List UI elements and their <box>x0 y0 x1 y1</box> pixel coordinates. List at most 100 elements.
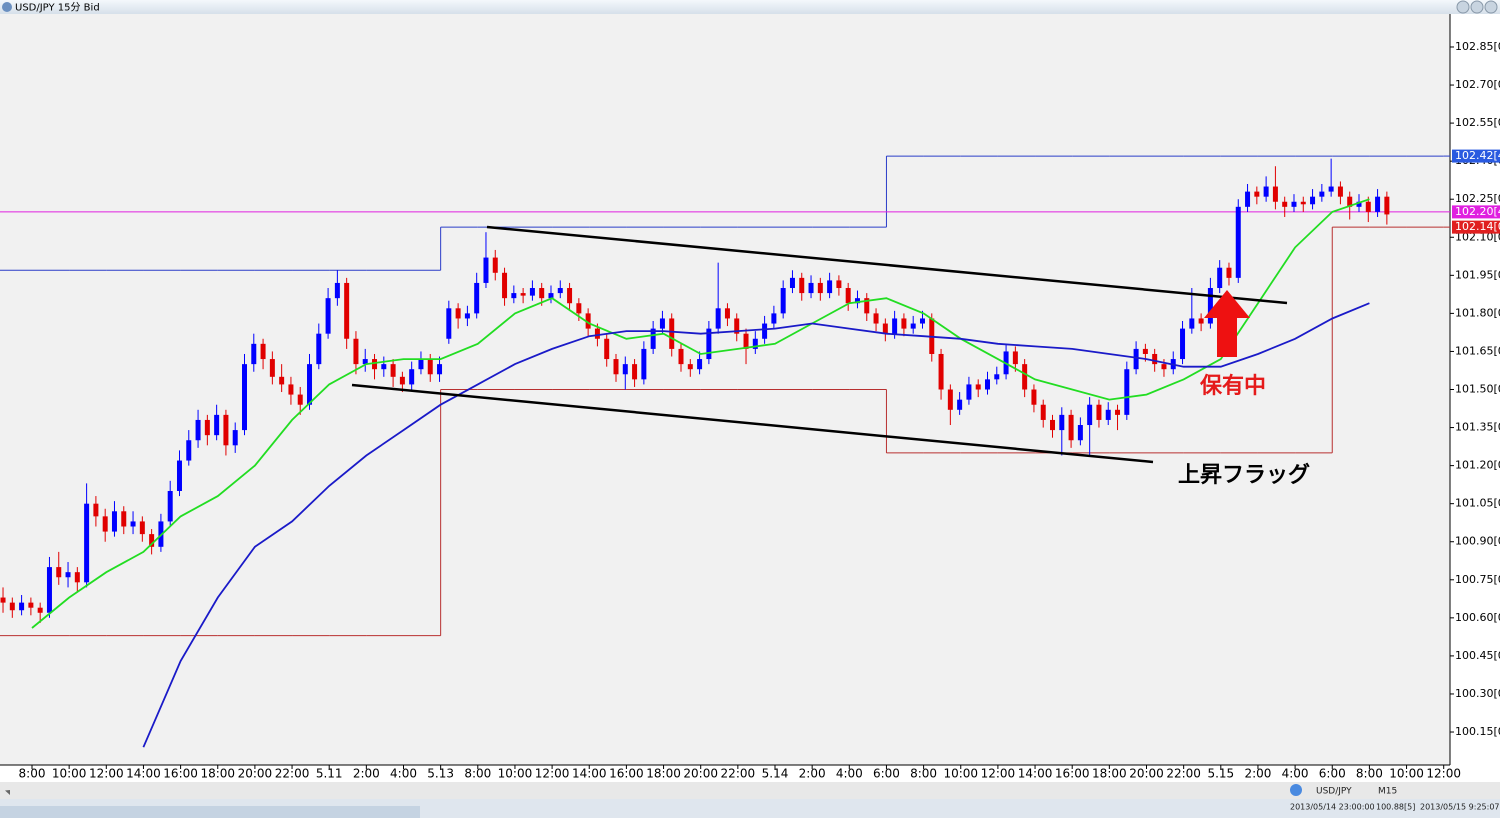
candle-body <box>19 602 25 611</box>
x-tick-label: 2:00 <box>353 767 380 781</box>
candle-body <box>130 521 136 527</box>
x-tick-label: 5.15 <box>1207 767 1234 781</box>
candle-body <box>1115 409 1121 415</box>
candle-body <box>1300 201 1306 205</box>
candle-body <box>1365 201 1371 212</box>
candle-body <box>789 277 795 289</box>
candle-body <box>186 440 192 461</box>
window-icon <box>2 2 12 12</box>
candle-body <box>241 364 247 431</box>
candle-body <box>873 313 879 324</box>
candle-body <box>74 572 80 583</box>
candle-body <box>362 359 368 365</box>
candle-body <box>715 308 721 329</box>
y-tick-label: 102.55[0 <box>1455 116 1500 129</box>
candle-body <box>1161 364 1167 370</box>
y-tick-label: 100.15[0 <box>1455 725 1500 738</box>
flag-lower-trendline <box>351 383 1154 464</box>
x-tick-label: 12:00 <box>89 767 124 781</box>
candle-body <box>585 313 591 329</box>
candle-body <box>622 364 628 375</box>
scroll-left[interactable] <box>5 790 10 795</box>
candle-body <box>1152 353 1158 365</box>
candle-body <box>446 308 452 339</box>
x-tick-label: 22:00 <box>721 767 756 781</box>
candle-body <box>1142 348 1148 354</box>
candle-body <box>687 364 693 370</box>
candle-body <box>1263 186 1269 197</box>
candle-body <box>901 318 907 329</box>
candle-body <box>93 503 99 517</box>
candle-body <box>984 379 990 390</box>
status-bar-time: 2013/05/14 23:00:00 <box>1290 803 1375 812</box>
candle-body <box>576 303 582 314</box>
pattern-label: 上昇フラッグ <box>1178 462 1310 488</box>
x-tick-label: 4:00 <box>836 767 863 781</box>
x-tick-label: 8:00 <box>910 767 937 781</box>
status-server-time: 2013/05/15 9:25:07 <box>1420 803 1500 812</box>
x-tick-label: 18:00 <box>1092 767 1127 781</box>
candle-body <box>706 328 712 360</box>
candle-body <box>251 343 257 365</box>
candle-body <box>149 534 155 547</box>
x-tick-label: 16:00 <box>609 767 644 781</box>
candle-body <box>1310 196 1316 205</box>
x-tick-label: 16:00 <box>1055 767 1090 781</box>
candle-body <box>594 328 600 339</box>
candle-body <box>613 359 619 375</box>
candle-body <box>1245 191 1251 207</box>
candle-body <box>1226 267 1232 278</box>
candle-body <box>1235 206 1241 278</box>
title-bar <box>0 0 1500 14</box>
candle-body <box>892 318 898 334</box>
candle-body <box>9 602 15 611</box>
status-timeframe: M15 <box>1378 787 1397 797</box>
minimize-button[interactable] <box>1456 0 1470 14</box>
candle-body <box>845 288 851 304</box>
candle-body <box>437 364 443 375</box>
candle-body <box>780 288 786 314</box>
close-button[interactable] <box>1484 0 1498 14</box>
candle-body <box>1096 404 1102 420</box>
candle-body <box>1328 186 1334 192</box>
candle-body <box>1217 267 1223 289</box>
candle-body <box>353 338 359 365</box>
candle-body <box>372 359 378 370</box>
candle-body <box>557 288 563 294</box>
candle-body <box>641 348 647 380</box>
x-tick-label: 8:00 <box>1356 767 1383 781</box>
candle-body <box>297 394 303 405</box>
x-tick-label: 12:00 <box>535 767 570 781</box>
candle-body <box>492 257 498 273</box>
x-tick-label: 8:00 <box>19 767 46 781</box>
y-tick-label: 101.35[0 <box>1455 421 1500 434</box>
candle-body <box>102 516 108 532</box>
y-tick-label: 100.75[0 <box>1455 573 1500 586</box>
candle-body <box>1059 414 1065 431</box>
candle-body <box>1254 191 1260 197</box>
candle-body <box>734 318 740 334</box>
scrollbar[interactable] <box>0 782 1500 799</box>
candle-body <box>390 364 396 377</box>
price-label-box <box>1452 205 1500 219</box>
x-tick-label: 18:00 <box>646 767 681 781</box>
window-title: USD/JPY 15分 Bid <box>15 2 100 14</box>
candle-body <box>1189 318 1195 329</box>
flag-upper-trendline <box>486 225 1288 305</box>
candle-body <box>1022 364 1028 390</box>
candle-body <box>474 282 480 314</box>
candle-body <box>1384 196 1390 215</box>
y-tick-label: 101.95[0 <box>1455 268 1500 281</box>
candle-body <box>325 298 331 334</box>
candle-body <box>771 313 777 324</box>
x-tick-label: 6:00 <box>1319 767 1346 781</box>
price-label: 102.14[0 <box>1455 220 1500 233</box>
candle-body <box>529 288 535 296</box>
price-label: 102.42[4 <box>1455 149 1500 162</box>
maximize-button[interactable] <box>1470 0 1484 14</box>
candle-body <box>1031 389 1037 405</box>
candle-body <box>724 308 730 319</box>
candle-body <box>864 298 870 314</box>
x-tick-label: 4:00 <box>390 767 417 781</box>
candle-body <box>288 384 294 395</box>
